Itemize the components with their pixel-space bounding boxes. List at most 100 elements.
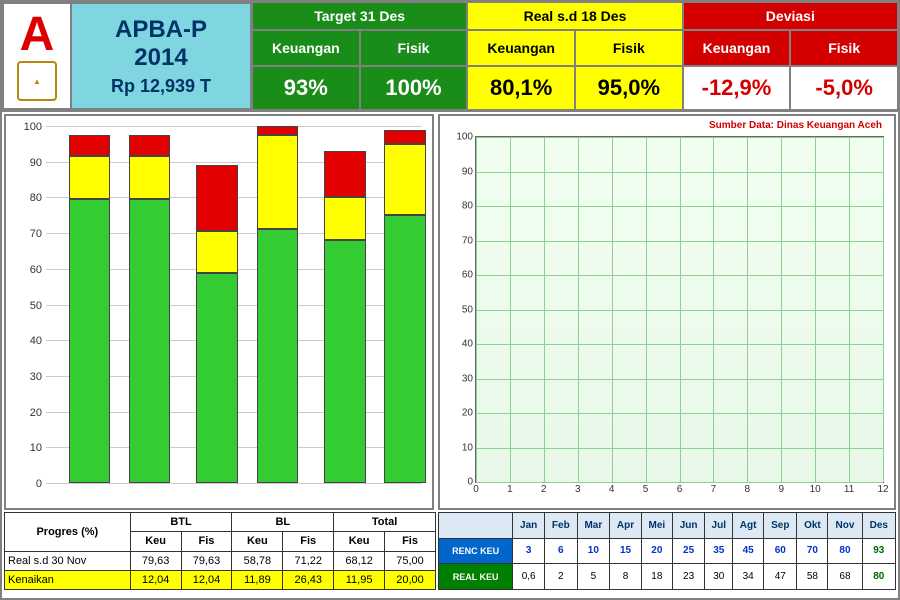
header-value: 93% (252, 66, 360, 110)
header-group: Target 31 Des (252, 2, 467, 30)
mt-month: Jan (513, 513, 545, 539)
bar-ytick: 30 (30, 371, 42, 383)
mt-cell: 80 (828, 538, 862, 564)
pt-cell: 12,04 (181, 570, 232, 589)
bar-chart: 0102030405060708090100 (4, 114, 434, 510)
mt-month: Apr (610, 513, 642, 539)
header-value: -5,0% (790, 66, 898, 110)
header-subcol: Keuangan (252, 30, 360, 66)
mt-month: Sep (764, 513, 797, 539)
bar-segment-red (384, 130, 425, 144)
pt-cell: 71,22 (283, 551, 334, 570)
source-label: Sumber Data: Dinas Keuangan Aceh (709, 120, 882, 131)
header-left: A ▲ APBA-P 2014 Rp 12,939 T (2, 2, 252, 110)
mt-cell: 68 (828, 564, 862, 590)
title-budget: Rp 12,939 T (111, 76, 211, 97)
bottom-tables: Progres (%)BTLBLTotalKeuFisKeuFisKeuFisR… (2, 512, 898, 592)
pt-subcol: Fis (181, 532, 232, 551)
line-xtick: 4 (609, 484, 615, 495)
bar-ytick: 100 (24, 121, 42, 133)
pt-subcol: Keu (232, 532, 283, 551)
mt-month: Jul (705, 513, 733, 539)
line-xtick: 9 (778, 484, 784, 495)
mt-cell: 6 (545, 538, 578, 564)
bar-segment-yellow (384, 144, 425, 215)
bar-ytick: 40 (30, 335, 42, 347)
bar-segment-red (257, 126, 298, 134)
logo-letter: A (20, 11, 55, 59)
bar-segment-yellow (324, 197, 365, 240)
line-ytick: 90 (462, 166, 473, 177)
title-box: APBA-P 2014 Rp 12,939 T (72, 2, 252, 110)
mt-month: Agt (733, 513, 764, 539)
mt-month: Des (862, 513, 895, 539)
mt-cell: 70 (797, 538, 828, 564)
line-xtick: 1 (507, 484, 513, 495)
mt-cell: 25 (672, 538, 705, 564)
logo-box: A ▲ (2, 2, 72, 110)
mt-month: Feb (545, 513, 578, 539)
bar (129, 126, 170, 483)
line-ytick: 60 (462, 270, 473, 281)
line-chart: Sumber Data: Dinas Keuangan Aceh 0102030… (438, 114, 896, 510)
mt-cell: 60 (764, 538, 797, 564)
bar-ytick: 20 (30, 407, 42, 419)
mt-cell: 20 (641, 538, 672, 564)
progress-table: Progres (%)BTLBLTotalKeuFisKeuFisKeuFisR… (4, 512, 436, 590)
bar-segment-green (324, 240, 365, 483)
pt-cell: 68,12 (334, 551, 385, 570)
header-subcol: Fisik (790, 30, 898, 66)
bar-ytick: 50 (30, 300, 42, 312)
mt-cell: 23 (672, 564, 705, 590)
header-subcol: Keuangan (683, 30, 791, 66)
mt-cell: 8 (610, 564, 642, 590)
pt-cell: 11,89 (232, 570, 283, 589)
mt-cell: 80 (862, 564, 895, 590)
line-ytick: 20 (462, 408, 473, 419)
mt-cell: 3 (513, 538, 545, 564)
header-subcol: Fisik (360, 30, 468, 66)
mt-month: Mar (577, 513, 610, 539)
bar-ytick: 60 (30, 264, 42, 276)
mt-rowlabel: REAL KEU (439, 564, 513, 590)
header-subcol: Fisik (575, 30, 683, 66)
line-plot-area: 01020304050607080901000123456789101112 (475, 136, 884, 483)
title-main: APBA-P (115, 16, 207, 44)
pt-subcol: Fis (283, 532, 334, 551)
pt-rowlabel: Kenaikan (5, 570, 131, 589)
bar-segment-red (196, 165, 237, 230)
bar-ytick: 0 (36, 478, 42, 490)
line-xtick: 11 (844, 484, 854, 495)
header-value: -12,9% (683, 66, 791, 110)
header-group: Deviasi (683, 2, 898, 30)
line-ytick: 70 (462, 235, 473, 246)
mt-month: Nov (828, 513, 862, 539)
header-value: 80,1% (467, 66, 575, 110)
pt-subcol: Keu (334, 532, 385, 551)
bar-segment-yellow (196, 231, 237, 273)
header: A ▲ APBA-P 2014 Rp 12,939 T Target 31 De… (2, 2, 898, 112)
header-subcol: Keuangan (467, 30, 575, 66)
bar (257, 126, 298, 483)
bar (69, 126, 110, 483)
pt-subcol: Keu (130, 532, 181, 551)
mt-cell: 30 (705, 564, 733, 590)
mt-corner (439, 513, 513, 539)
bar (324, 126, 365, 483)
line-xtick: 2 (541, 484, 547, 495)
pt-rowlabel: Real s.d 30 Nov (5, 551, 131, 570)
bar-segment-green (384, 215, 425, 483)
bar-plot-area: 0102030405060708090100 (46, 126, 422, 483)
mt-cell: 18 (641, 564, 672, 590)
mt-cell: 15 (610, 538, 642, 564)
line-xtick: 0 (473, 484, 479, 495)
bar-segment-green (196, 273, 237, 483)
bar (384, 126, 425, 483)
mt-cell: 35 (705, 538, 733, 564)
pt-group: BTL (130, 513, 232, 532)
pt-cell: 11,95 (334, 570, 385, 589)
pt-cell: 20,00 (385, 570, 436, 589)
bar-segment-green (129, 199, 170, 483)
bar-segment-yellow (257, 135, 298, 229)
bar-ytick: 90 (30, 157, 42, 169)
